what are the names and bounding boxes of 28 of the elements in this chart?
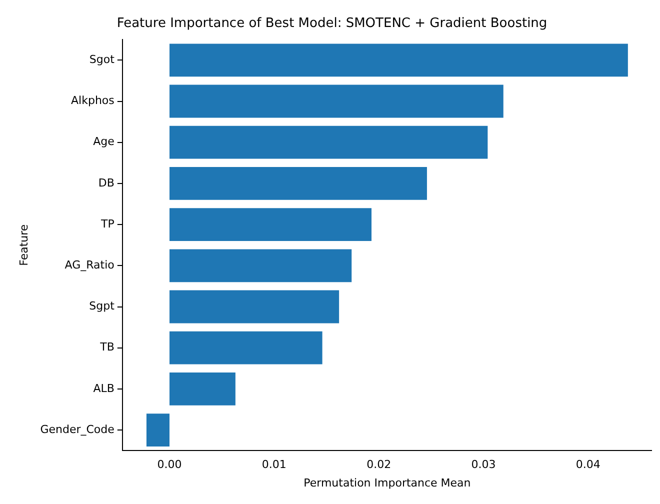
y-tick-label: Sgpt bbox=[89, 300, 116, 313]
bar bbox=[169, 208, 372, 241]
x-tick-label: 0.02 bbox=[366, 458, 392, 472]
x-tick-label: 0.01 bbox=[262, 458, 286, 472]
x-tick-label: 0.00 bbox=[157, 458, 182, 472]
bar bbox=[169, 290, 340, 324]
bar bbox=[169, 44, 628, 77]
y-tick-label: DB bbox=[98, 176, 114, 190]
bar bbox=[169, 372, 236, 406]
y-tick-label: Gender_Code bbox=[40, 422, 115, 436]
y-tick-label: ALB bbox=[93, 382, 114, 395]
y-tick-label: AG_Ratio bbox=[64, 258, 115, 272]
x-tick-label: 0.03 bbox=[471, 458, 496, 472]
y-tick-label: TP bbox=[100, 217, 115, 230]
y-axis-title: Feature bbox=[17, 224, 30, 266]
bar bbox=[169, 167, 427, 200]
bar bbox=[169, 249, 352, 282]
x-tick-label: 0.04 bbox=[576, 458, 600, 472]
bar bbox=[169, 331, 322, 364]
chart-title: Feature Importance of Best Model: SMOTENC + Gradient Boosting bbox=[116, 16, 548, 32]
y-tick-label: Alkphos bbox=[71, 94, 115, 108]
bar bbox=[146, 414, 170, 446]
y-tick-label: Sgot bbox=[89, 53, 116, 66]
bar bbox=[169, 126, 488, 159]
x-axis-title: Permutation Importance Mean bbox=[304, 476, 471, 490]
bar bbox=[169, 84, 504, 118]
y-tick-label: TB bbox=[99, 340, 114, 354]
y-tick-label: Age bbox=[93, 135, 115, 148]
